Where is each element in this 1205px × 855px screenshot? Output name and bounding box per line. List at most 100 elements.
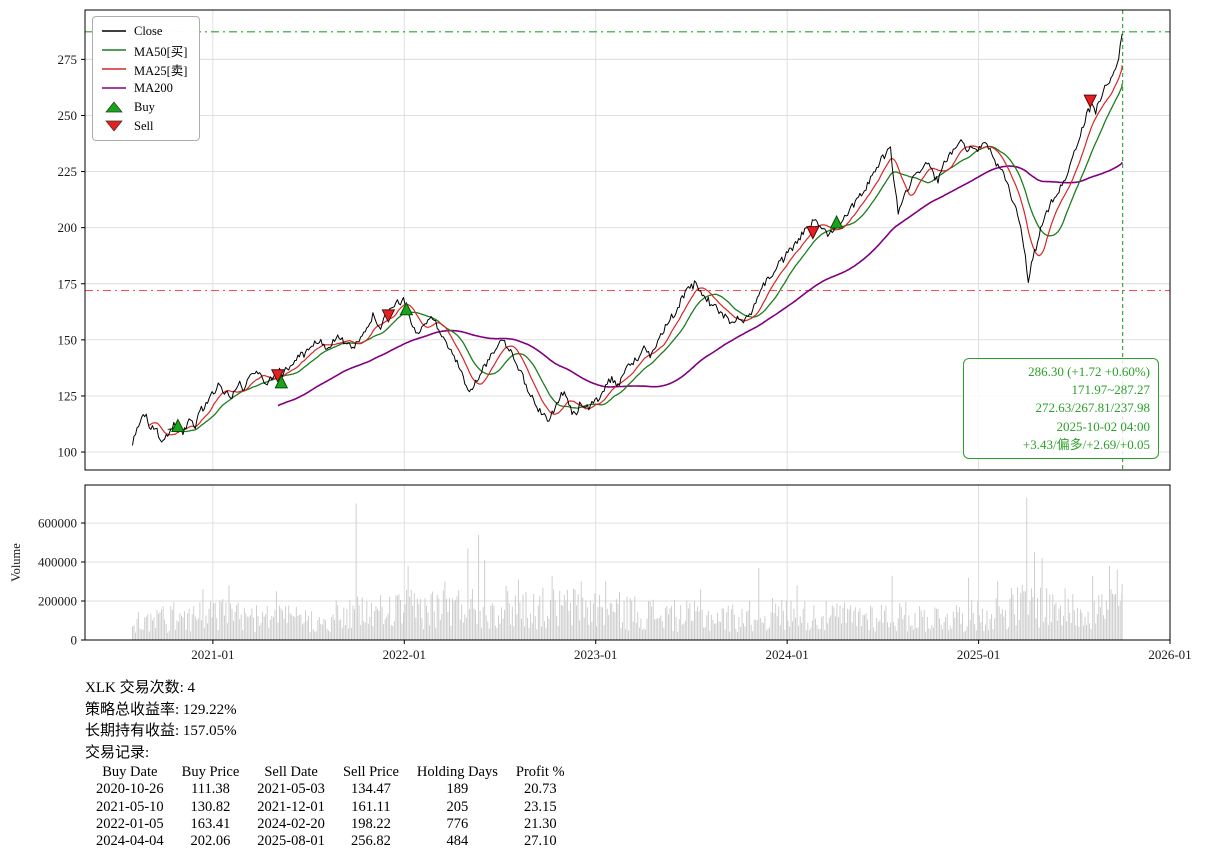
legend-label: MA50[买]: [134, 44, 188, 59]
trade-cell: 2022-01-05: [96, 815, 164, 832]
price-tick-label: 200: [58, 220, 78, 235]
x-tick-label: 2021-01: [191, 647, 234, 662]
annotation-line: 286.30 (+1.72 +0.60%): [1028, 364, 1150, 379]
annotation-line: +3.43/偏多/+2.69/+0.05: [1022, 436, 1150, 452]
trade-cell: 2021-05-03: [257, 781, 325, 798]
ma200-line: [277, 162, 1123, 407]
price-tick-label: 125: [58, 388, 78, 403]
legend-label: Close: [134, 23, 163, 38]
trade-cell: 2021-12-01: [257, 798, 325, 815]
sell-marker: [270, 369, 285, 383]
trades-header-row: Buy Date Buy Price Sell Date Sell Price Hold…: [87, 764, 574, 781]
legend-item-ma200: MA200: [101, 80, 187, 96]
trade-cell: 27.10: [523, 833, 557, 850]
trade-count-line: XLK 交易次数: 4: [85, 680, 195, 696]
volume-tick-label: 600000: [38, 516, 77, 531]
trade-cell: 484: [446, 833, 469, 850]
ma50-line-swatch: [102, 49, 126, 51]
volume-panel-border: [84, 484, 1171, 641]
volume-axis-label: Volume: [9, 543, 23, 582]
sell-marker: [806, 226, 820, 240]
price-panel-border: [84, 9, 1171, 471]
volume-tick-label: 0: [71, 633, 78, 648]
trades-col-header: Holding Days: [416, 764, 498, 780]
trade-row: 2021-05-10 130.82 2021-12-01 161.11 205 23.15: [87, 799, 574, 816]
trades-col-header: Sell Date: [264, 764, 318, 780]
sell-marker: [381, 309, 396, 324]
price-tick-label: 250: [58, 108, 78, 123]
buy-marker: [399, 301, 414, 316]
volume-tick-label: 200000: [38, 594, 77, 609]
sell-marker: [1083, 94, 1098, 109]
legend-label: Sell: [134, 118, 154, 133]
trade-cell: 2020-10-26: [96, 781, 164, 798]
price-tick-label: 275: [58, 52, 78, 67]
annotation-line: 272.63/267.81/237.98: [1035, 400, 1150, 416]
ma50-line: [167, 83, 1123, 433]
trade-log-label: 交易记录:: [85, 744, 150, 761]
trade-cell: 202.06: [190, 833, 231, 850]
trades-table-header: Buy Date Buy Price Sell Date Sell Price Hold…: [87, 764, 574, 781]
trade-cell: 21.30: [523, 815, 557, 832]
trade-cell: 2025-08-01: [257, 833, 325, 850]
trade-cell: 23.15: [523, 798, 557, 815]
trade-row: 2024-04-04 202.06 2025-08-01 256.82 484 27.10: [87, 833, 574, 850]
x-tick-label: 2025-01: [957, 647, 1000, 662]
buyhold-return-line: 长期持有收益: 157.05%: [85, 723, 237, 739]
price-tick-label: 175: [58, 276, 78, 291]
quote-annotation: 286.30 (+1.72 +0.60%) 171.97~287.27 272.63…: [963, 358, 1159, 459]
legend-item-close: Close: [101, 23, 187, 39]
trade-cell: 189: [446, 781, 469, 798]
legend-label: MA200: [134, 80, 173, 95]
volume-bars: [132, 497, 1123, 640]
price-tick-label: 100: [58, 445, 78, 460]
legend-item-ma50: MA50[买]: [101, 42, 188, 59]
ma25-line: [148, 65, 1123, 436]
legend-item-buy: Buy: [101, 99, 187, 115]
sell-marker-icon: [105, 120, 123, 132]
buy-marker: [274, 374, 289, 389]
annotation-line: 2025-10-02 04:00: [1056, 418, 1150, 434]
ma200-line-swatch: [102, 87, 126, 89]
price-tick-label: 150: [58, 332, 78, 347]
ma25-line-swatch: [102, 68, 126, 70]
chart-legend: Close MA50[买] MA25[卖] MA200 Buy Sell: [92, 16, 201, 141]
trade-cell: 130.82: [190, 798, 231, 815]
trades-col-header: Profit %: [515, 764, 565, 780]
annotation-line: 171.97~287.27: [1071, 382, 1150, 398]
legend-item-sell: Sell: [101, 118, 187, 134]
trades-col-header: Sell Price: [342, 764, 399, 780]
trades-table-body: 2020-10-26 111.38 2021-05-03 134.47 189 20.73…: [87, 781, 574, 850]
legend-label: Buy: [134, 99, 155, 114]
trade-cell: 205: [446, 798, 469, 815]
trades-col-header: Buy Date: [102, 764, 158, 780]
trade-cell: 2021-05-10: [96, 798, 164, 815]
close-line-swatch: [102, 30, 126, 32]
trades-col-header: Buy Price: [181, 764, 240, 780]
trade-cell: 198.22: [350, 815, 391, 832]
trade-cell: 20.73: [523, 781, 557, 798]
x-tick-label: 2024-01: [765, 647, 808, 662]
strategy-return-line: 策略总收益率: 129.22%: [85, 701, 237, 718]
trade-cell: 2024-04-04: [96, 833, 164, 850]
trade-cell: 776: [446, 815, 469, 832]
x-tick-label: 2026-01: [1148, 647, 1191, 662]
volume-tick-label: 400000: [38, 555, 77, 570]
trades-table: Buy Date Buy Price Sell Date Sell Price Hold…: [87, 764, 574, 850]
legend-item-ma25: MA25[卖]: [101, 61, 188, 78]
strategy-summary: XLK 交易次数: 4 策略总收益率: 129.22% 长期持有收益: 157.…: [85, 678, 574, 850]
buy-marker-icon: [105, 101, 123, 113]
legend-label: MA25[卖]: [134, 63, 188, 78]
trade-cell: 111.38: [191, 781, 230, 798]
trade-cell: 256.82: [350, 833, 391, 850]
close-line: [132, 33, 1123, 446]
trade-row: 2020-10-26 111.38 2021-05-03 134.47 189 20.73: [87, 781, 574, 798]
buy-marker: [829, 214, 844, 229]
trade-cell: 2024-02-20: [257, 815, 325, 832]
trade-row: 2022-01-05 163.41 2024-02-20 198.22 776 21.30: [87, 816, 574, 833]
x-tick-label: 2022-01: [383, 647, 426, 662]
price-tick-label: 225: [58, 164, 78, 179]
x-tick-label: 2023-01: [574, 647, 617, 662]
trade-cell: 134.47: [350, 781, 391, 798]
